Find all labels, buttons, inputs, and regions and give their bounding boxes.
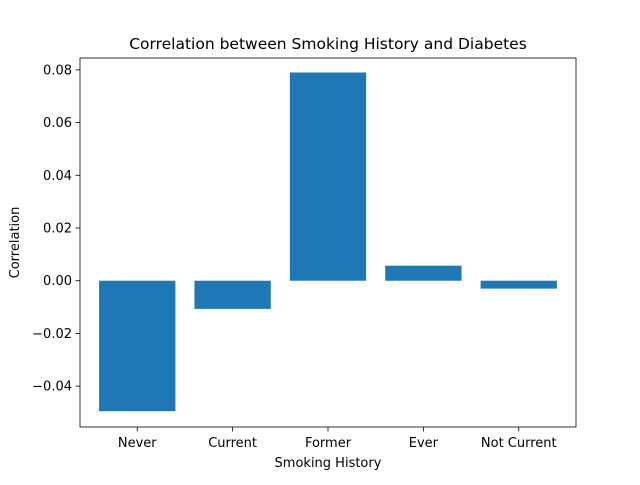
y-axis-label: Correlation — [8, 207, 23, 279]
bar — [289, 72, 367, 281]
y-tick-label: 0.08 — [43, 63, 72, 78]
plot-frame — [79, 57, 577, 428]
chart-title: Correlation between Smoking History and … — [129, 35, 527, 53]
bar — [480, 280, 557, 289]
x-tick-label: Former — [305, 436, 352, 451]
y-axis: −0.04 −0.02 0.00 0.02 0.04 0.06 0.08 — [32, 63, 80, 395]
y-tick-label: −0.02 — [32, 327, 72, 342]
y-tick-label: 0.02 — [43, 222, 72, 237]
x-axis-label: Smoking History — [275, 456, 382, 471]
y-tick-label: −0.04 — [32, 380, 72, 395]
y-tick-label: 0.04 — [43, 169, 72, 184]
x-axis: Never Current Former Ever Not Current — [118, 427, 557, 451]
bar — [194, 280, 271, 309]
x-tick-label: Current — [208, 436, 257, 451]
y-tick-label: 0.00 — [43, 274, 72, 289]
x-tick-label: Never — [118, 436, 157, 451]
bars-layer — [99, 72, 557, 412]
x-tick-label: Not Current — [481, 436, 557, 451]
bar — [99, 280, 176, 412]
bar — [385, 265, 462, 281]
x-tick-label: Ever — [409, 436, 439, 451]
y-tick-label: 0.06 — [43, 116, 72, 131]
